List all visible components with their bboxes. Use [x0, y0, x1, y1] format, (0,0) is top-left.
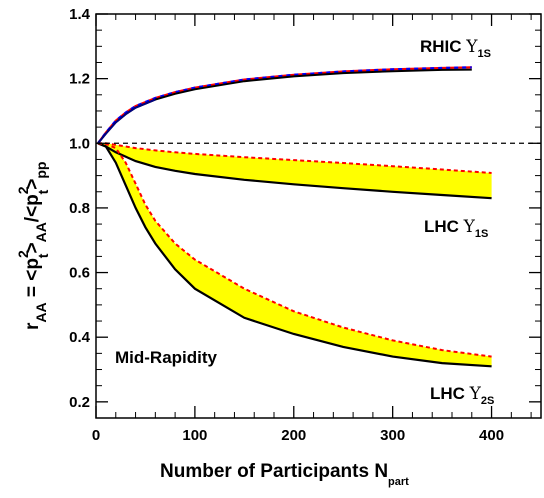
curve-lhc1s-upper	[98, 142, 492, 174]
y-tick-label-0.2: 0.2	[69, 394, 90, 411]
x-tick-label-400: 400	[479, 427, 504, 444]
y-axis-title: rAA = <p2 t>AA/<p2 t>pp	[15, 162, 51, 330]
y-tick-label-0.4: 0.4	[69, 329, 91, 346]
curve-rhic1s-red	[97, 66, 472, 144]
bands-layer	[98, 143, 492, 367]
curve-rhic1s-navy	[97, 98, 156, 144]
y-tick-label-0.8: 0.8	[69, 200, 90, 217]
plot-area: 0 100 200 300 400 0.2 0.4 0.6 0.8 1.0 1.2 1.4	[69, 6, 542, 444]
x-tick-label-100: 100	[182, 427, 207, 444]
y-tick-label-1: 1.0	[69, 135, 90, 152]
y-tick-label-0.6: 0.6	[69, 265, 90, 282]
curve-lhc2s-upper	[97, 142, 492, 358]
y-tick-label-1.4: 1.4	[69, 6, 91, 23]
y-tick-label-1.2: 1.2	[69, 71, 90, 88]
curves-layer	[97, 66, 492, 368]
annotation-lhc-1s: LHC Υ1S	[424, 217, 488, 240]
x-tick-label-0: 0	[92, 427, 100, 444]
band-lhc2s	[98, 143, 492, 367]
x-tick-label-200: 200	[281, 427, 306, 444]
curve-rhic1s-blue	[97, 66, 472, 144]
annotation-mid-rapidity: Mid-Rapidity	[115, 348, 218, 367]
plot-frame	[95, 13, 542, 419]
curve-lhc1s-lower	[97, 142, 492, 200]
band-lhc1s	[98, 143, 492, 199]
annotation-lhc-2s: LHC Υ2S	[430, 384, 494, 407]
x-tick-label-300: 300	[380, 427, 405, 444]
annotation-rhic-1s: RHIC Υ1S	[420, 37, 491, 60]
curve-lhc2s-lower	[97, 142, 492, 368]
curve-rhic1s-black	[97, 68, 472, 144]
x-axis-title: Number of Participants Npart	[160, 461, 409, 488]
ticks-layer: 0 100 200 300 400 0.2 0.4 0.6 0.8 1.0 1.2 1.4	[69, 6, 541, 444]
